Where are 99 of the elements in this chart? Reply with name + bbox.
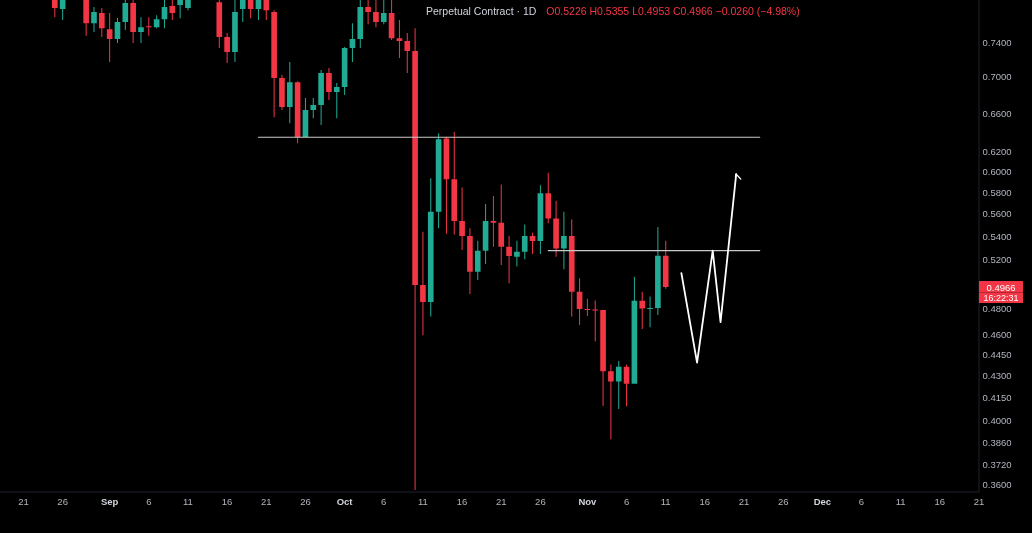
- x-tick-label: 26: [300, 495, 311, 507]
- x-tick-label: Nov: [578, 495, 598, 507]
- candlestick: [130, 0, 136, 44]
- x-tick-label: 11: [660, 495, 671, 507]
- x-tick-label: 16: [221, 495, 233, 507]
- x-tick-label: 6: [381, 495, 387, 507]
- text: 16:22:31: [983, 292, 1019, 303]
- candlestick: [373, 0, 379, 28]
- x-tick-label: 26: [535, 495, 546, 507]
- candlestick: [451, 131, 458, 235]
- candlestick: [318, 70, 324, 126]
- x-tick-label: 16: [934, 495, 946, 507]
- text: O0.5226 H0.5355 L0.4953 C0.4966 −0.0260 (−4.98%): [546, 5, 800, 17]
- y-tick-label: 0.7400: [982, 36, 1012, 48]
- candlestick: [279, 75, 285, 111]
- candlestick: [584, 298, 591, 316]
- candlestick: [521, 224, 528, 260]
- candlestick: [561, 211, 567, 270]
- y-tick-label: 0.4300: [982, 369, 1012, 381]
- x-tick-label: 26: [57, 495, 68, 507]
- y-tick-label: 0.6200: [982, 145, 1012, 157]
- candlestick: [232, 0, 238, 63]
- candlestick: [420, 231, 426, 336]
- candlestick: [357, 0, 364, 49]
- candlestick: [592, 300, 599, 342]
- candlestick: [326, 68, 332, 101]
- candlestick: [138, 17, 144, 44]
- candlestick: [608, 364, 614, 440]
- x-tick-label: 6: [146, 495, 152, 507]
- candlestick: [412, 28, 418, 490]
- y-tick-label: 0.5200: [982, 253, 1012, 265]
- candlestick: [427, 178, 434, 317]
- candlestick: [568, 219, 575, 317]
- y-tick-label: 0.5600: [982, 207, 1012, 219]
- y-tick-label: 0.3720: [982, 458, 1012, 470]
- x-tick-label: 16: [456, 495, 468, 507]
- candlestick: [239, 0, 246, 23]
- candlestick: [83, 0, 89, 36]
- candlestick: [99, 8, 105, 37]
- x-tick-label: 21: [495, 495, 507, 507]
- x-tick-label: 21: [18, 495, 29, 507]
- x-tick-label: 11: [417, 495, 428, 507]
- x-tick-label: 16: [699, 495, 711, 507]
- candlestick: [459, 187, 465, 250]
- y-tick-label: 0.4450: [982, 348, 1012, 360]
- y-tick-label: 0.3600: [982, 478, 1012, 490]
- candlestick: [490, 196, 497, 247]
- candlestick: [647, 296, 653, 328]
- candlestick: [404, 33, 411, 73]
- candlestick: [263, 0, 270, 21]
- x-tick-label: 21: [738, 495, 750, 507]
- x-tick-label: 26: [777, 495, 789, 507]
- x-tick-label: Oct: [336, 495, 354, 507]
- x-tick-label: 11: [895, 495, 906, 507]
- candlestick: [333, 83, 340, 119]
- x-tick-label: Dec: [813, 495, 832, 507]
- candlestick: [662, 240, 669, 289]
- y-tick-label: 0.5800: [982, 186, 1012, 198]
- candlestick: [271, 10, 277, 118]
- y-tick-label: 0.6000: [982, 165, 1012, 177]
- candlestick: [380, 0, 387, 25]
- y-tick-label: 0.4600: [982, 328, 1012, 340]
- candlestick: [365, 0, 371, 25]
- candlestick: [553, 200, 559, 257]
- candlestick: [396, 20, 403, 59]
- y-tick-label: 0.5400: [982, 230, 1012, 242]
- x-tick-label: 21: [973, 495, 985, 507]
- candlestick: [498, 184, 505, 265]
- candlestick: [514, 240, 520, 267]
- candlestick: [474, 240, 481, 281]
- y-tick-label: 0.3860: [982, 436, 1012, 448]
- x-tick-label: Sep: [100, 495, 119, 507]
- candlestick: [177, 0, 183, 19]
- candlestick: [169, 0, 176, 21]
- x-tick-label: 21: [261, 495, 272, 507]
- candlestick: [286, 62, 293, 124]
- candlestick: [91, 7, 97, 33]
- y-tick-label: 0.4800: [982, 302, 1012, 314]
- candlestick: [310, 98, 317, 119]
- candlestick: [122, 0, 129, 31]
- text: Perpetual Contract · 1D: [426, 5, 537, 17]
- x-tick-label: 6: [623, 495, 630, 507]
- candlestick: [506, 236, 512, 284]
- candlestick: [639, 291, 646, 330]
- x-tick-label: 11: [183, 495, 193, 507]
- y-tick-label: 0.6600: [982, 107, 1012, 119]
- text: 0.4966: [986, 281, 1016, 293]
- candlestick: [145, 17, 152, 36]
- candlestick: [600, 309, 606, 406]
- x-tick-label: 6: [858, 495, 865, 507]
- candlestick: [52, 0, 58, 18]
- candlestick: [224, 33, 230, 64]
- candlestick: [545, 172, 552, 224]
- candlestick: [467, 228, 473, 294]
- candlestick: [216, 0, 223, 49]
- candlestick: [655, 226, 661, 316]
- y-tick-label: 0.4000: [982, 414, 1012, 426]
- y-tick-label: 0.7000: [982, 71, 1012, 82]
- y-tick-label: 0.4150: [982, 391, 1012, 403]
